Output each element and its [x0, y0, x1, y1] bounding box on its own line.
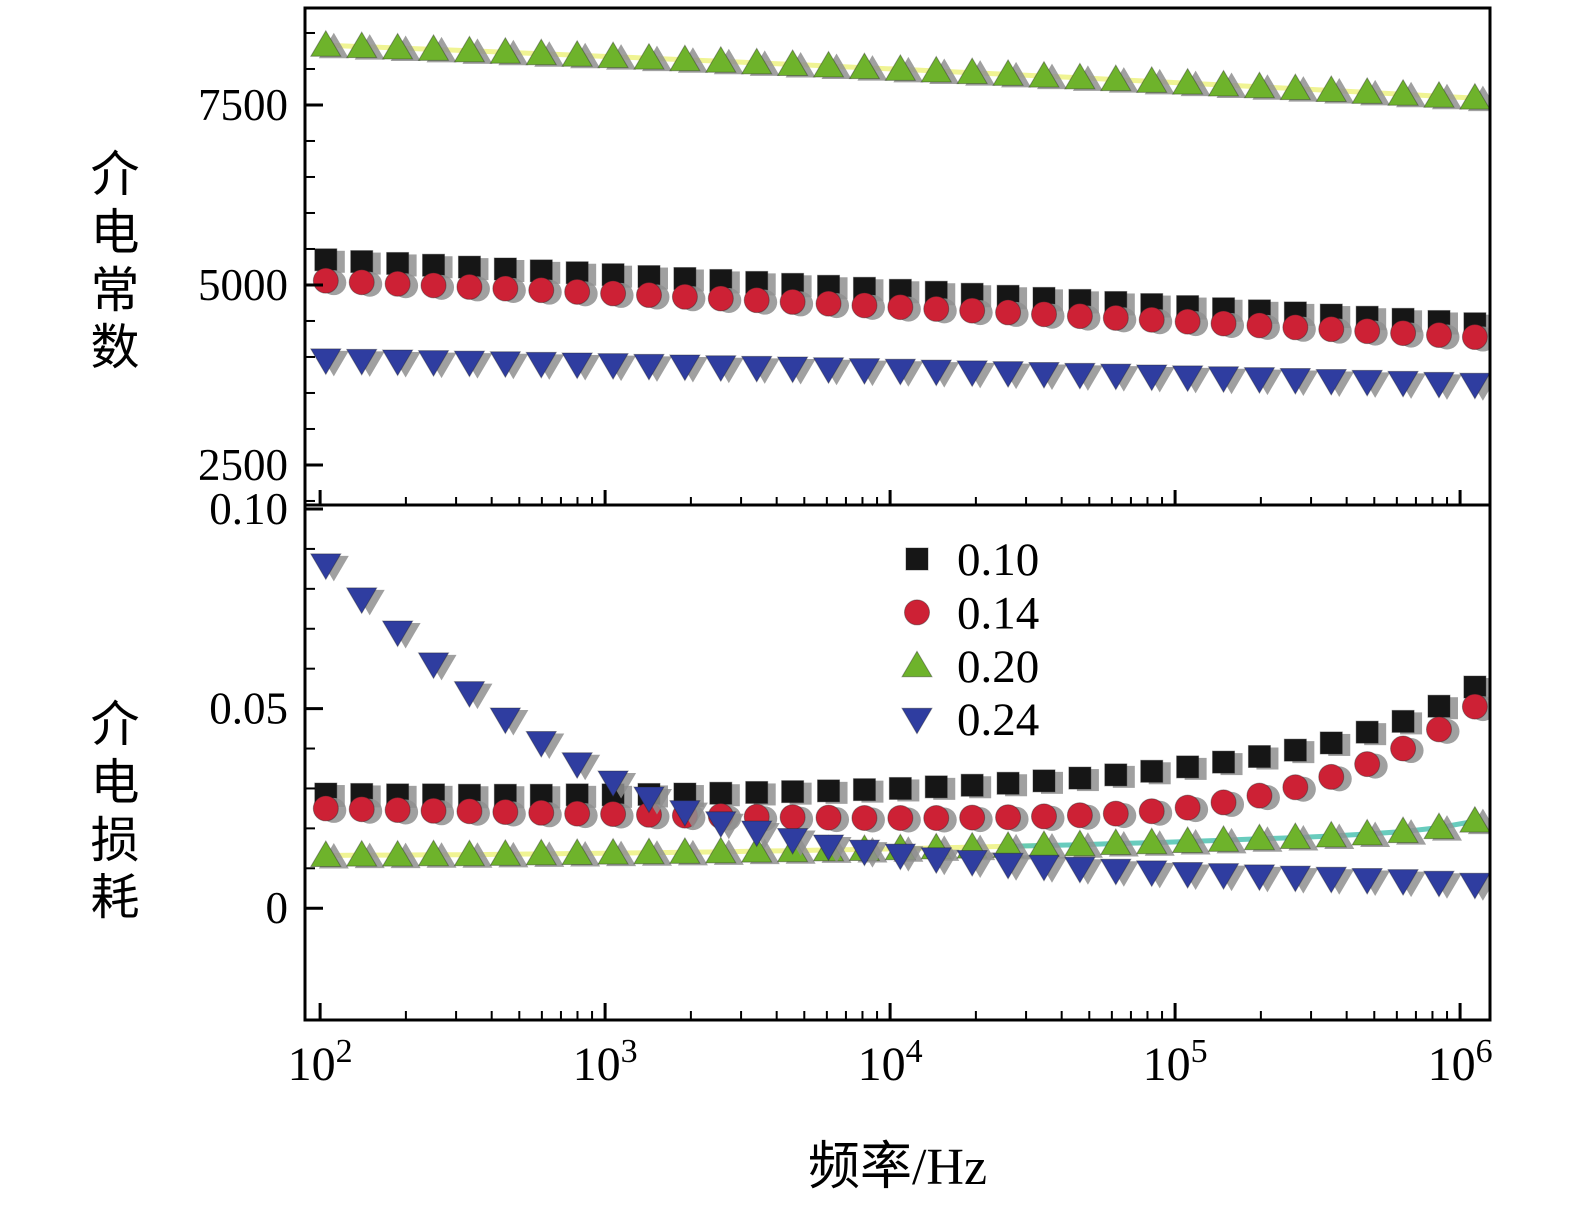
x-tick-label: 104 — [858, 1033, 923, 1091]
y-tick-label: 0.10 — [209, 484, 288, 534]
x-tick-label: 105 — [1143, 1033, 1208, 1091]
legend-label: 0.20 — [957, 641, 1039, 693]
y-axis-title-top: 介电常数 — [90, 147, 140, 376]
y-tick-label: 0 — [266, 883, 289, 933]
legend-label: 0.10 — [957, 534, 1039, 586]
y-axis-title-bottom: 介电损耗 — [90, 697, 140, 926]
legend-label: 0.24 — [957, 694, 1039, 746]
panel-top-series — [309, 29, 1490, 401]
panel-bottom-series — [309, 553, 1490, 901]
x-axis-title: 频率/Hz — [807, 1139, 988, 1196]
y-tick-label: 7500 — [198, 80, 288, 130]
y-tick-label: 2500 — [198, 440, 288, 490]
x-tick-label: 102 — [288, 1033, 353, 1091]
y-tick-label: 5000 — [198, 260, 288, 310]
x-tick-label: 106 — [1428, 1033, 1493, 1091]
legend: 0.100.140.200.24 — [901, 534, 1039, 746]
x-tick-label: 103 — [573, 1033, 638, 1091]
panel-frames — [303, 6, 1492, 1022]
legend-label: 0.14 — [957, 587, 1039, 639]
y-tick-label: 0.05 — [209, 684, 288, 734]
